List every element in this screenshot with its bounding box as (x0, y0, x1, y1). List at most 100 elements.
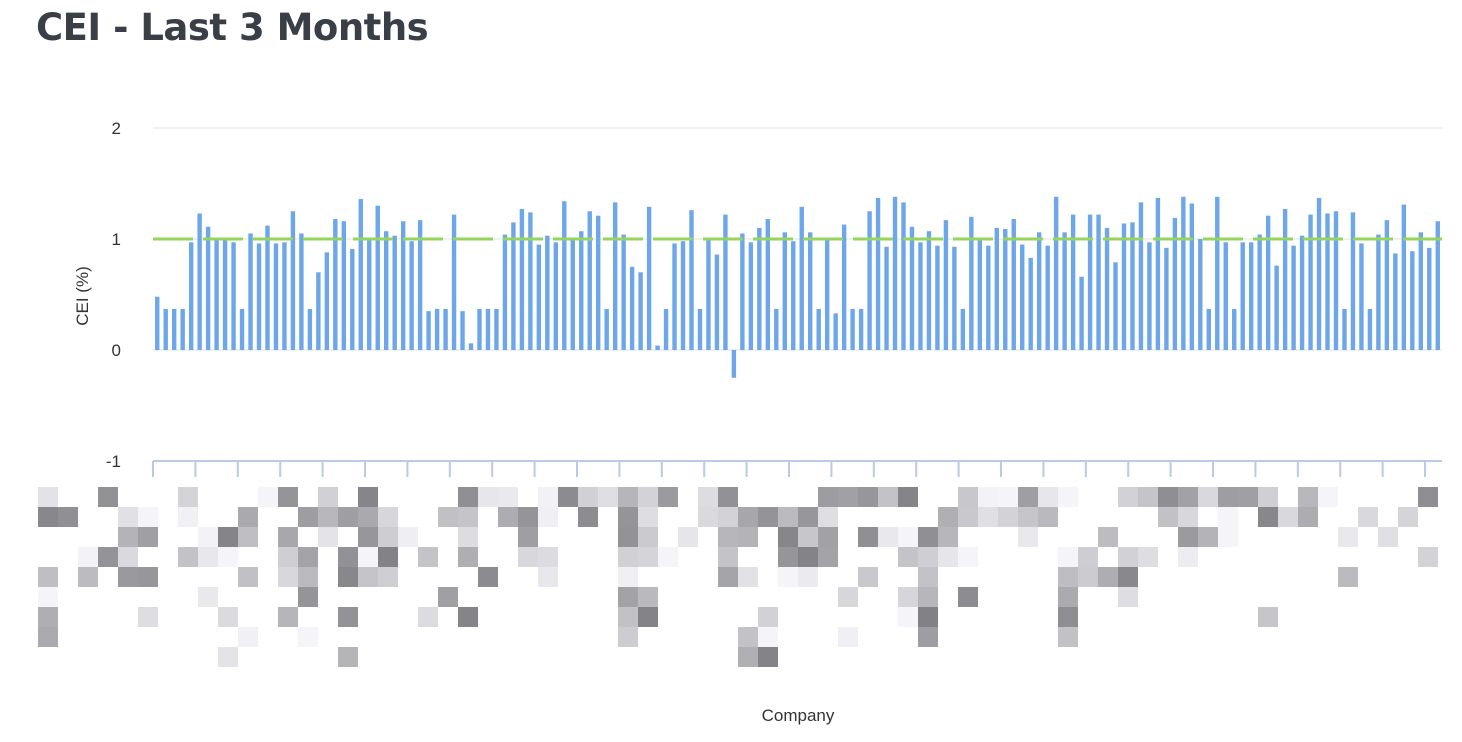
bar[interactable] (1181, 196, 1186, 350)
bar[interactable] (1164, 247, 1169, 350)
bar[interactable] (1189, 203, 1195, 350)
bar[interactable] (1308, 214, 1313, 350)
bar[interactable] (935, 245, 940, 350)
bar[interactable] (197, 213, 202, 350)
bar[interactable] (290, 211, 296, 350)
bar[interactable] (545, 235, 550, 350)
bar[interactable] (1079, 276, 1084, 350)
bar[interactable] (782, 232, 787, 350)
bar[interactable] (833, 313, 838, 350)
bar[interactable] (740, 233, 745, 350)
bar[interactable] (248, 233, 253, 350)
bar[interactable] (850, 308, 855, 350)
bar[interactable] (451, 214, 457, 350)
bar[interactable] (1265, 215, 1271, 350)
bar[interactable] (426, 311, 431, 350)
bar[interactable] (960, 308, 966, 350)
bar[interactable] (731, 350, 737, 378)
bar[interactable] (808, 232, 813, 350)
bar[interactable] (205, 226, 211, 350)
bar[interactable] (1028, 257, 1033, 350)
bar[interactable] (918, 242, 923, 350)
bar[interactable] (943, 220, 949, 350)
bar[interactable] (1172, 217, 1178, 350)
bar[interactable] (1384, 220, 1390, 350)
bar[interactable] (155, 296, 160, 350)
bar[interactable] (350, 248, 355, 350)
bar[interactable] (875, 197, 881, 350)
bar[interactable] (816, 308, 821, 350)
bar[interactable] (1113, 262, 1118, 350)
bar[interactable] (324, 252, 330, 350)
bar[interactable] (646, 206, 652, 350)
bar[interactable] (1333, 211, 1339, 350)
bar[interactable] (163, 308, 168, 350)
bar[interactable] (392, 235, 397, 350)
bar[interactable] (443, 308, 448, 350)
bar[interactable] (977, 237, 983, 350)
bar[interactable] (680, 241, 686, 350)
bar[interactable] (265, 225, 270, 350)
bar[interactable] (765, 219, 771, 350)
bar[interactable] (1223, 242, 1228, 350)
bar[interactable] (460, 311, 465, 350)
bar[interactable] (367, 239, 372, 350)
bar[interactable] (1104, 227, 1110, 350)
bar[interactable] (1070, 214, 1076, 350)
bar[interactable] (926, 231, 932, 350)
bar[interactable] (629, 266, 635, 350)
bar[interactable] (774, 308, 779, 350)
bar[interactable] (375, 205, 380, 350)
bar[interactable] (799, 206, 804, 350)
bar[interactable] (723, 214, 728, 350)
bar[interactable] (697, 308, 703, 350)
bar[interactable] (1393, 253, 1398, 350)
bar[interactable] (1198, 239, 1203, 350)
bar[interactable] (1342, 308, 1347, 350)
bar[interactable] (400, 221, 406, 350)
bar[interactable] (901, 202, 906, 350)
bar[interactable] (1130, 222, 1135, 350)
bar[interactable] (952, 246, 957, 350)
bar[interactable] (1274, 265, 1279, 350)
bar[interactable] (884, 246, 889, 350)
bar[interactable] (1325, 213, 1330, 350)
bar[interactable] (892, 196, 898, 350)
bar[interactable] (188, 242, 194, 350)
bar[interactable] (638, 272, 643, 350)
bar[interactable] (256, 243, 262, 350)
bar[interactable] (1299, 235, 1305, 350)
bar[interactable] (1291, 245, 1296, 350)
bar[interactable] (384, 231, 389, 350)
bar[interactable] (689, 210, 694, 350)
bar[interactable] (612, 202, 618, 350)
bar[interactable] (180, 308, 185, 350)
bar[interactable] (1418, 232, 1424, 350)
bar[interactable] (1367, 308, 1373, 350)
bar[interactable] (791, 241, 796, 350)
bar[interactable] (1316, 197, 1322, 350)
bar[interactable] (1138, 202, 1144, 350)
bar[interactable] (528, 212, 533, 350)
bar[interactable] (570, 239, 575, 350)
bar[interactable] (1003, 229, 1008, 350)
bar[interactable] (596, 215, 601, 350)
bar[interactable] (171, 308, 177, 350)
bar[interactable] (299, 233, 304, 350)
bar[interactable] (621, 234, 626, 350)
bar[interactable] (434, 308, 440, 350)
bar[interactable] (1087, 214, 1093, 350)
bar[interactable] (1427, 247, 1432, 350)
bar[interactable] (1020, 244, 1025, 350)
bar[interactable] (909, 226, 915, 350)
bar[interactable] (1410, 251, 1415, 350)
bar[interactable] (316, 272, 321, 350)
bar[interactable] (1045, 245, 1050, 350)
bar[interactable] (1096, 214, 1101, 350)
bar[interactable] (214, 240, 219, 350)
bar[interactable] (1240, 242, 1245, 350)
bar[interactable] (1248, 242, 1254, 350)
bar[interactable] (273, 243, 279, 350)
bar[interactable] (358, 199, 363, 350)
bar[interactable] (1147, 242, 1152, 350)
